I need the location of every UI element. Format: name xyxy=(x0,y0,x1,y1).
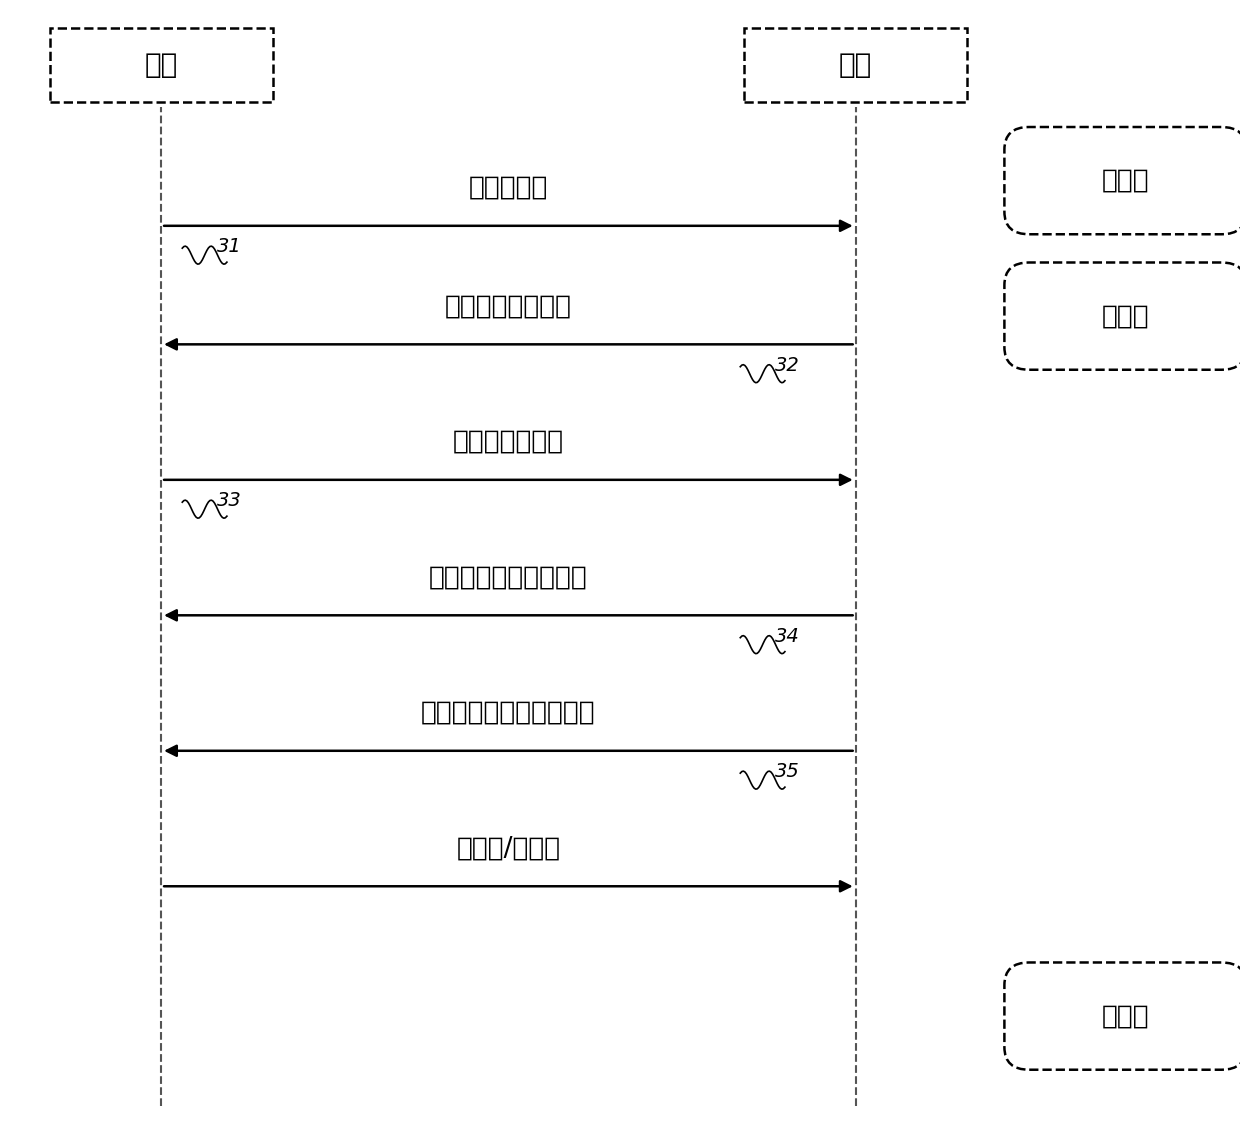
FancyBboxPatch shape xyxy=(1004,263,1240,370)
Text: 施加充足的样本: 施加充足的样本 xyxy=(453,429,564,455)
FancyBboxPatch shape xyxy=(50,28,273,102)
Text: 35: 35 xyxy=(775,762,800,781)
Text: 仪表: 仪表 xyxy=(839,51,872,79)
FancyBboxPatch shape xyxy=(1004,128,1240,235)
Text: 按压开/关按鈕: 按压开/关按鈕 xyxy=(456,835,560,861)
Text: 34: 34 xyxy=(775,627,800,646)
Text: 仪表关: 仪表关 xyxy=(1101,1003,1149,1030)
Text: 显示并且存储葡萄糖结果: 显示并且存储葡萄糖结果 xyxy=(422,700,595,726)
FancyBboxPatch shape xyxy=(744,28,967,102)
Text: 用户: 用户 xyxy=(145,51,177,79)
Text: 对充足的样本进行确认: 对充足的样本进行确认 xyxy=(429,564,588,590)
Text: 针对滴剑进行提示: 针对滴剑进行提示 xyxy=(445,294,572,320)
Text: 用户插入带: 用户插入带 xyxy=(469,175,548,201)
FancyBboxPatch shape xyxy=(1004,962,1240,1070)
Text: 32: 32 xyxy=(775,356,800,375)
Text: 33: 33 xyxy=(217,491,242,510)
Text: 31: 31 xyxy=(217,237,242,256)
Text: 仪表关: 仪表关 xyxy=(1101,167,1149,194)
Text: 仪表开: 仪表开 xyxy=(1101,303,1149,330)
